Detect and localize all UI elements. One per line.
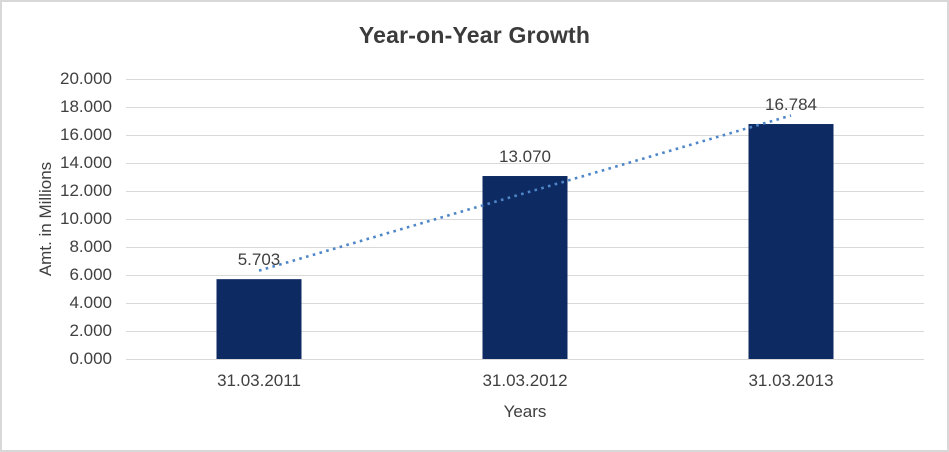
bar-31.03.2011 xyxy=(216,279,302,359)
bar-data-label: 16.784 xyxy=(765,95,817,115)
chart-title: Year-on-Year Growth xyxy=(358,22,591,48)
x-axis-category-label: 31.03.2013 xyxy=(748,371,834,390)
x-axis-category-label: 31.03.2012 xyxy=(482,371,568,390)
y-tick-label: 16.000 xyxy=(60,125,112,144)
y-tick-label: 18.000 xyxy=(60,97,112,116)
y-tick-label: 20.000 xyxy=(60,69,112,88)
y-tick-label: 8.000 xyxy=(69,237,112,256)
bar-data-label: 13.070 xyxy=(499,147,551,167)
trendline xyxy=(258,114,792,272)
bar-data-label: 5.703 xyxy=(237,250,281,270)
y-tick-label: 2.000 xyxy=(69,321,112,340)
y-tick-label: 6.000 xyxy=(69,265,112,284)
bar-31.03.2013 xyxy=(748,124,834,359)
y-tick-label: 14.000 xyxy=(60,153,112,172)
bar-31.03.2012 xyxy=(482,176,568,359)
x-axis-title: Years xyxy=(503,402,547,421)
y-tick-label: 0.000 xyxy=(69,349,112,368)
x-axis-category-label: 31.03.2011 xyxy=(217,371,301,390)
y-tick-label: 12.000 xyxy=(60,181,112,200)
y-tick-label: 10.000 xyxy=(60,209,112,228)
y-tick-label: 4.000 xyxy=(69,293,112,312)
